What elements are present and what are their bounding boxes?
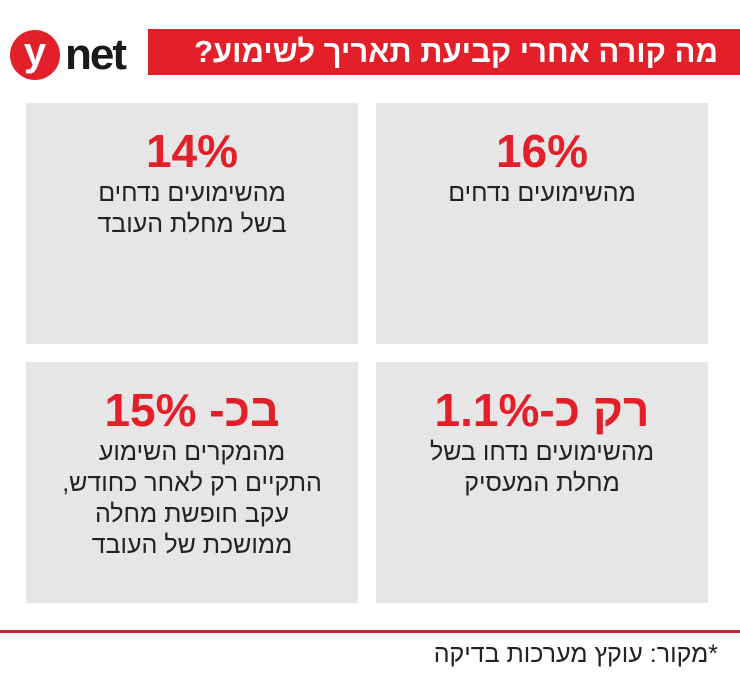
stat-text: מהשימועים נדחו בשל bbox=[429, 438, 655, 466]
logo-net-text: net bbox=[65, 30, 127, 79]
stat-text: עקב חופשת מחלה bbox=[94, 500, 290, 528]
stat-value: בכ- 15% bbox=[104, 384, 280, 436]
logo-y-circle: y bbox=[10, 30, 60, 80]
stat-value: 14% bbox=[145, 125, 239, 177]
stat-text: בשל מחלת העובד bbox=[97, 210, 287, 238]
source-note: *מקור: עוקץ מערכות בדיקה bbox=[433, 640, 718, 668]
stat-value: רק כ-1.1% bbox=[434, 384, 650, 436]
divider bbox=[0, 630, 740, 633]
stat-text: מהשימועים נדחים bbox=[448, 179, 636, 207]
stat-card-1: 16% מהשימועים נדחים bbox=[376, 103, 708, 344]
stat-card-3: רק כ-1.1% מהשימועים נדחו בשל מחלת המעסיק bbox=[376, 362, 708, 603]
stat-text: מהמקרים השימוע bbox=[98, 438, 286, 466]
stat-text: ממושכת של העובד bbox=[91, 531, 293, 559]
stat-text: מחלת המעסיק bbox=[464, 469, 620, 497]
stat-value: 16% bbox=[495, 125, 589, 177]
stat-text: התקיים רק לאחר כחודש, bbox=[62, 469, 322, 497]
stat-text: מהשימועים נדחים bbox=[98, 179, 286, 207]
page-title: מה קורה אחרי קביעת תאריך לשימוע? bbox=[148, 29, 740, 75]
stat-card-2: 14% מהשימועים נדחים בשל מחלת העובד bbox=[26, 103, 358, 344]
stat-card-4: בכ- 15% מהמקרים השימוע התקיים רק לאחר כח… bbox=[26, 362, 358, 603]
ynet-logo: y net bbox=[10, 30, 127, 80]
